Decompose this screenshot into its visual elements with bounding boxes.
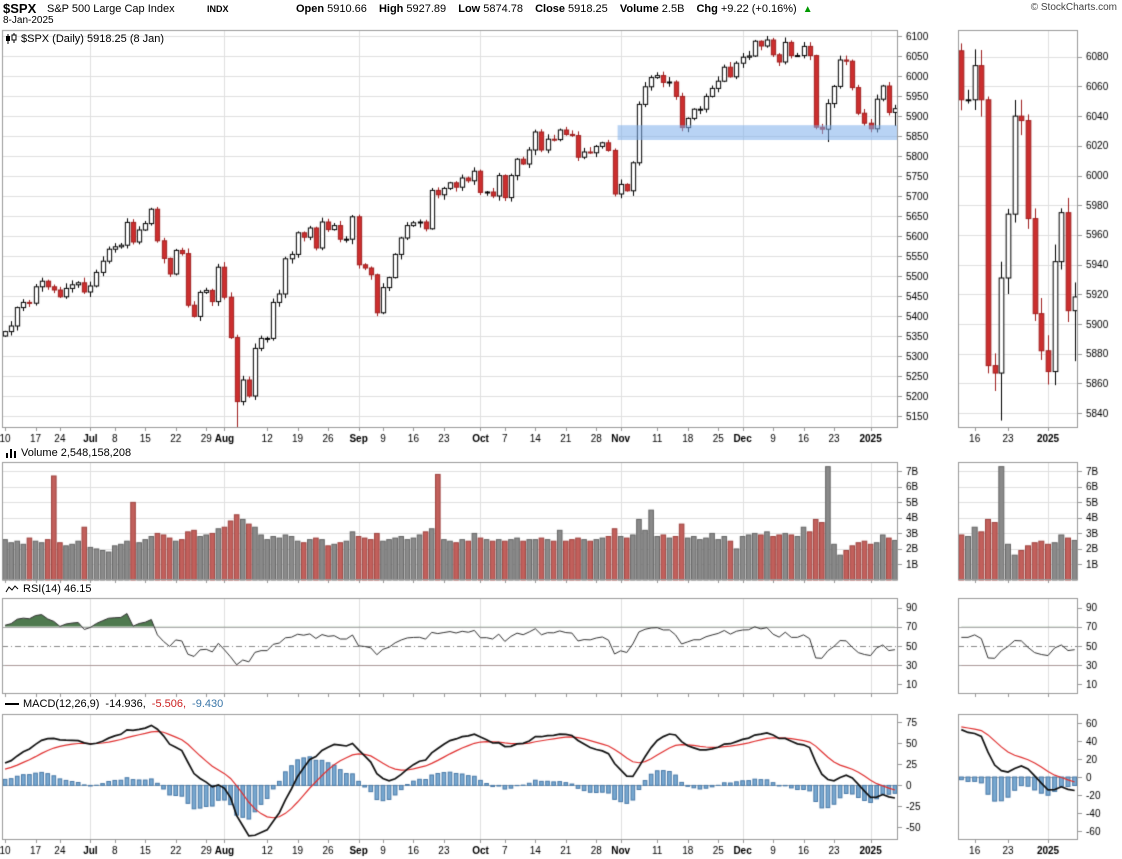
- chg-value: +9.22 (+0.16%): [720, 3, 797, 15]
- high-value: 5927.89: [406, 3, 447, 15]
- volume-legend-text: Volume 2,548,158,208: [21, 447, 132, 459]
- low-value: 5874.78: [483, 3, 523, 15]
- volume-bars-icon: [6, 449, 16, 458]
- volume-value: 2.5B: [661, 3, 685, 15]
- close-value: 5918.25: [568, 3, 608, 15]
- candlestick-icon: [6, 33, 17, 44]
- macd-value: -14.936,: [105, 698, 146, 710]
- rsi-legend: RSI(14) 46.15: [5, 583, 91, 595]
- macd-line-icon: [5, 703, 19, 705]
- price-legend: $SPX (Daily) 5918.25 (8 Jan): [5, 33, 164, 45]
- rsi-line-icon: [5, 585, 19, 593]
- chart-canvas: [0, 28, 1122, 859]
- chart-date: 8-Jan-2025: [3, 15, 54, 26]
- low-label: Low: [458, 3, 481, 15]
- open-label: Open: [296, 3, 325, 15]
- exchange-label: INDX: [207, 4, 229, 14]
- volume-label: Volume: [619, 3, 659, 15]
- macd-legend: MACD(12,26,9) -14.936, -5.506, -9.430: [5, 698, 223, 710]
- chg-label: Chg: [696, 3, 718, 15]
- price-legend-text: $SPX (Daily) 5918.25 (8 Jan): [21, 33, 165, 45]
- ohlc-quote: Open 5910.66 High 5927.89 Low 5874.78 Close…: [296, 3, 813, 15]
- symbol: $SPX: [3, 1, 37, 16]
- macd-signal-value: -5.506,: [151, 698, 187, 710]
- open-value: 5910.66: [327, 3, 367, 15]
- rsi-legend-text: RSI(14) 46.15: [23, 583, 92, 595]
- volume-legend: Volume 2,548,158,208: [5, 447, 131, 459]
- high-label: High: [378, 3, 404, 15]
- copyright-link[interactable]: © StockCharts.com: [1030, 2, 1117, 13]
- up-arrow-icon: ▲: [802, 4, 813, 15]
- macd-legend-label: MACD(12,26,9): [23, 698, 100, 710]
- index-title: S&P 500 Large Cap Index: [47, 3, 175, 15]
- macd-hist-value: -9.430: [192, 698, 224, 710]
- chart-header: $SPX S&P 500 Large Cap Index INDX 8-Jan-…: [0, 0, 1122, 28]
- close-label: Close: [535, 3, 566, 15]
